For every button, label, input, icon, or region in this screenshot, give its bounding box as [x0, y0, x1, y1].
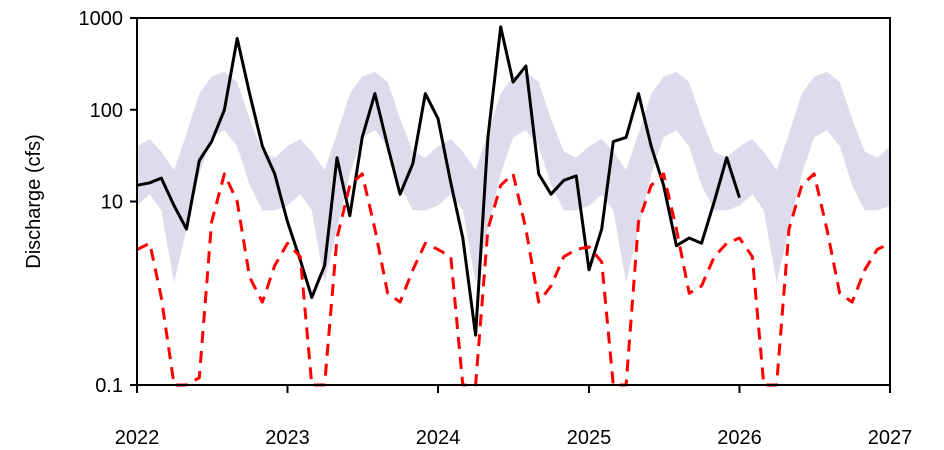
y-axis-label: Discharge (cfs)	[23, 134, 45, 268]
normal-range-band	[137, 71, 890, 283]
y-tick-label: 10	[101, 192, 123, 214]
y-tick-label: 1000	[79, 8, 124, 30]
normal-range-band-layer	[137, 71, 890, 283]
x-tick-label: 2022	[115, 427, 160, 449]
x-tick-label: 2027	[868, 427, 913, 449]
y-tick-label: 0.1	[95, 375, 123, 397]
y-axis-ticks: 0.1 10 100 1000	[79, 8, 137, 397]
x-tick-label: 2026	[717, 427, 762, 449]
y-tick-label: 100	[90, 100, 123, 122]
x-tick-label: 2025	[567, 427, 612, 449]
x-tick-label: 2023	[265, 427, 310, 449]
x-axis-ticks: 2022 2023 2024 2025 2026 2027	[115, 385, 913, 449]
observed-discharge-series-line	[136, 25, 741, 337]
series-line-layer	[136, 25, 891, 387]
dashed-red-series-line	[136, 172, 891, 387]
x-tick-label: 2024	[416, 427, 461, 449]
